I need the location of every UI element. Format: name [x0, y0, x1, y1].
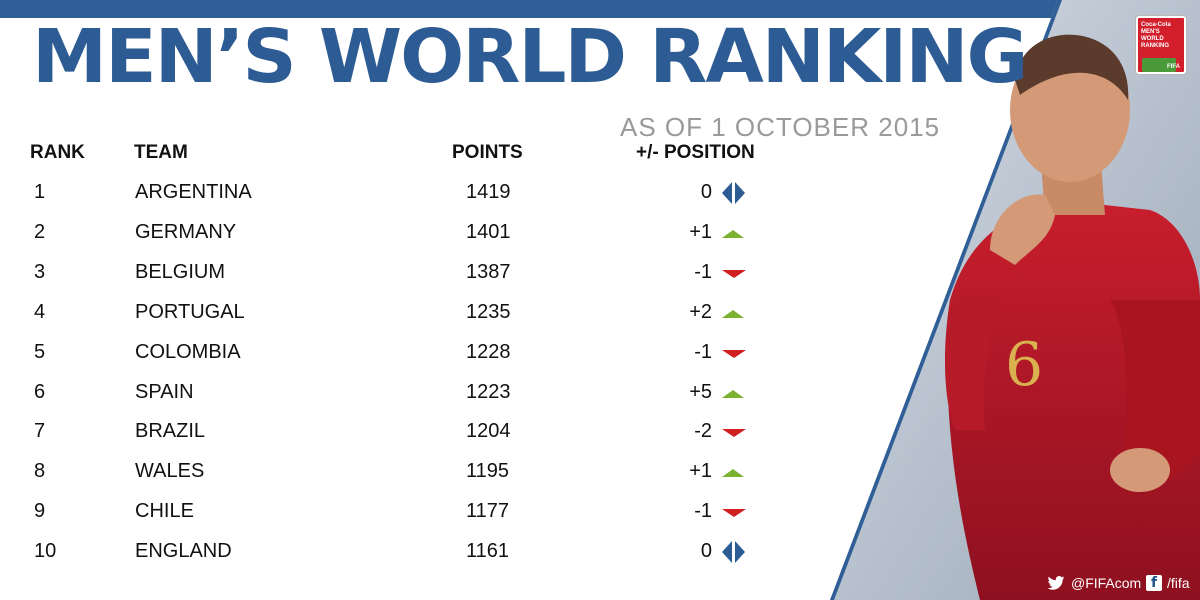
player-photo: 6 [830, 0, 1200, 600]
twitter-handle-text: @FIFAcom [1071, 575, 1142, 591]
team-cell: WALES [135, 460, 205, 482]
rank-cell: 7 [34, 420, 46, 442]
position-change-cell: -1 [694, 500, 712, 522]
points-cell: 1177 [466, 500, 510, 522]
arrow-down-icon [722, 501, 752, 523]
team-cell: ARGENTINA [135, 181, 252, 203]
arrow-down-icon [722, 342, 752, 364]
points-cell: 1161 [466, 540, 510, 562]
position-change-cell: +1 [689, 460, 712, 482]
points-cell: 1223 [466, 381, 511, 403]
svg-text:6: 6 [1005, 330, 1043, 400]
points-cell: 1401 [466, 221, 511, 243]
position-change-cell: +1 [689, 221, 712, 243]
team-cell: PORTUGAL [135, 301, 245, 323]
table-row: 9 CHILE 1177 -1 [0, 499, 800, 539]
arrow-down-icon [722, 262, 752, 284]
column-header-points: POINTS [452, 142, 523, 163]
rank-cell: 6 [34, 381, 46, 403]
page-title: MEN’S WORLD RANKING [32, 14, 1028, 100]
arrow-up-icon [722, 302, 752, 324]
rank-cell: 8 [34, 460, 46, 482]
facebook-handle[interactable]: f /fifa [1146, 575, 1190, 591]
points-cell: 1387 [466, 261, 511, 283]
no-change-icon [722, 541, 752, 563]
arrow-up-icon [722, 222, 752, 244]
position-change-cell: +5 [689, 381, 712, 403]
points-cell: 1419 [466, 181, 511, 203]
table-row: 3 BELGIUM 1387 -1 [0, 260, 800, 300]
twitter-icon [1047, 576, 1065, 590]
position-change-cell: -1 [694, 341, 712, 363]
team-cell: ENGLAND [135, 540, 232, 562]
logo-brand: FIFA [1167, 64, 1180, 70]
rank-cell: 4 [34, 301, 46, 323]
table-row: 7 BRAZIL 1204 -2 [0, 419, 800, 459]
table-row: 8 WALES 1195 +1 [0, 459, 800, 499]
top-accent-bar [0, 0, 1060, 18]
rank-cell: 3 [34, 261, 46, 283]
logo-field-graphic [1142, 58, 1176, 72]
position-change-cell: +2 [689, 301, 712, 323]
rank-cell: 9 [34, 500, 46, 522]
facebook-handle-text: /fifa [1167, 575, 1190, 591]
arrow-up-icon [722, 382, 752, 404]
table-row: 10 ENGLAND 1161 0 [0, 539, 800, 579]
column-header-rank: RANK [30, 142, 85, 163]
position-change-cell: 0 [700, 181, 712, 203]
team-cell: BRAZIL [135, 420, 206, 442]
no-change-icon [722, 182, 752, 204]
column-header-team: TEAM [134, 142, 188, 163]
page-subtitle: AS OF 1 OCTOBER 2015 [620, 112, 941, 142]
points-cell: 1195 [466, 460, 510, 482]
position-change-cell: -1 [694, 261, 712, 283]
arrow-down-icon [722, 421, 752, 443]
team-cell: CHILE [135, 500, 194, 522]
rank-cell: 5 [34, 341, 46, 363]
arrow-up-icon [722, 461, 752, 483]
points-cell: 1228 [466, 341, 511, 363]
table-row: 4 PORTUGAL 1235 +2 [0, 300, 800, 340]
twitter-handle[interactable]: @FIFAcom [1047, 575, 1141, 591]
fifa-ranking-logo-icon: Coca-Cola MEN'S WORLD RANKING FIFA [1136, 16, 1186, 74]
rank-cell: 2 [34, 221, 46, 243]
logo-text: Coca-Cola MEN'S WORLD RANKING [1141, 22, 1171, 49]
team-cell: GERMANY [135, 221, 237, 243]
table-row: 6 SPAIN 1223 +5 [0, 380, 800, 420]
facebook-icon: f [1146, 575, 1162, 591]
position-change-cell: -2 [694, 420, 712, 442]
team-cell: BELGIUM [135, 261, 226, 283]
rank-cell: 10 [34, 540, 57, 562]
table-row: 1 ARGENTINA 1419 0 [0, 180, 800, 220]
rank-cell: 1 [34, 181, 46, 203]
position-change-cell: 0 [700, 540, 712, 562]
points-cell: 1204 [466, 420, 511, 442]
points-cell: 1235 [466, 301, 511, 323]
table-row: 5 COLOMBIA 1228 -1 [0, 340, 800, 380]
team-cell: SPAIN [135, 381, 194, 403]
table-row: 2 GERMANY 1401 +1 [0, 220, 800, 260]
team-cell: COLOMBIA [135, 341, 241, 363]
column-header-position: +/- POSITION [636, 142, 755, 163]
